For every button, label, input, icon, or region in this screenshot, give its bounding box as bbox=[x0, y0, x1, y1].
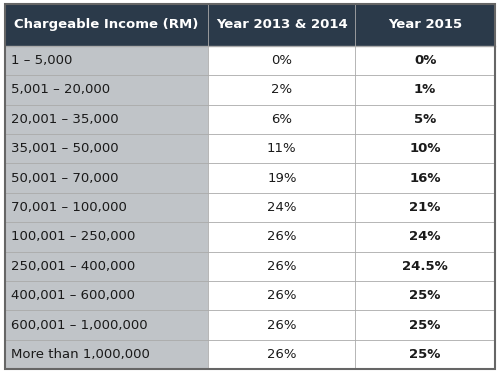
Bar bbox=[208, 222, 356, 252]
Bar bbox=[356, 281, 495, 310]
Bar bbox=[208, 104, 356, 134]
Text: 6%: 6% bbox=[272, 113, 292, 126]
Bar bbox=[5, 46, 208, 75]
Text: Chargeable Income (RM): Chargeable Income (RM) bbox=[14, 18, 199, 31]
Text: Year 2015: Year 2015 bbox=[388, 18, 462, 31]
Bar bbox=[5, 310, 208, 340]
Bar bbox=[208, 46, 356, 75]
Bar bbox=[356, 193, 495, 222]
Text: 25%: 25% bbox=[410, 348, 441, 361]
Text: 26%: 26% bbox=[267, 319, 296, 332]
Bar bbox=[356, 163, 495, 193]
Text: 11%: 11% bbox=[267, 142, 296, 155]
Bar bbox=[5, 252, 208, 281]
Bar bbox=[208, 75, 356, 104]
Bar bbox=[208, 134, 356, 163]
Text: 24.5%: 24.5% bbox=[402, 260, 448, 273]
Text: 250,001 – 400,000: 250,001 – 400,000 bbox=[11, 260, 135, 273]
Bar bbox=[5, 222, 208, 252]
Text: 70,001 – 100,000: 70,001 – 100,000 bbox=[11, 201, 127, 214]
Text: 26%: 26% bbox=[267, 260, 296, 273]
Text: 100,001 – 250,000: 100,001 – 250,000 bbox=[11, 231, 136, 244]
Text: 26%: 26% bbox=[267, 348, 296, 361]
Bar bbox=[208, 4, 356, 46]
Text: 1%: 1% bbox=[414, 84, 436, 96]
Bar bbox=[208, 163, 356, 193]
Bar bbox=[5, 75, 208, 104]
Text: Year 2013 & 2014: Year 2013 & 2014 bbox=[216, 18, 348, 31]
Text: 26%: 26% bbox=[267, 231, 296, 244]
Bar bbox=[356, 46, 495, 75]
Text: 21%: 21% bbox=[410, 201, 441, 214]
Text: 35,001 – 50,000: 35,001 – 50,000 bbox=[11, 142, 118, 155]
Text: 0%: 0% bbox=[272, 54, 292, 67]
Bar bbox=[208, 193, 356, 222]
Bar bbox=[5, 340, 208, 369]
Text: 20,001 – 35,000: 20,001 – 35,000 bbox=[11, 113, 118, 126]
Text: 25%: 25% bbox=[410, 319, 441, 332]
Text: 25%: 25% bbox=[410, 289, 441, 302]
Bar bbox=[356, 340, 495, 369]
Text: More than 1,000,000: More than 1,000,000 bbox=[11, 348, 150, 361]
Bar bbox=[208, 340, 356, 369]
Bar bbox=[356, 222, 495, 252]
Text: 10%: 10% bbox=[410, 142, 441, 155]
Text: 50,001 – 70,000: 50,001 – 70,000 bbox=[11, 172, 118, 185]
Bar bbox=[208, 252, 356, 281]
Text: 2%: 2% bbox=[272, 84, 292, 96]
Text: 5%: 5% bbox=[414, 113, 436, 126]
Text: 400,001 – 600,000: 400,001 – 600,000 bbox=[11, 289, 135, 302]
Bar bbox=[5, 281, 208, 310]
Bar bbox=[356, 252, 495, 281]
Bar bbox=[5, 163, 208, 193]
Bar bbox=[356, 75, 495, 104]
Text: 1 – 5,000: 1 – 5,000 bbox=[11, 54, 72, 67]
Bar bbox=[5, 134, 208, 163]
Bar bbox=[356, 134, 495, 163]
Bar bbox=[356, 4, 495, 46]
Text: 24%: 24% bbox=[267, 201, 296, 214]
Bar bbox=[356, 104, 495, 134]
Bar bbox=[5, 193, 208, 222]
Text: 24%: 24% bbox=[410, 231, 441, 244]
Text: 16%: 16% bbox=[410, 172, 441, 185]
Text: 19%: 19% bbox=[267, 172, 296, 185]
Bar bbox=[5, 4, 208, 46]
Text: 600,001 – 1,000,000: 600,001 – 1,000,000 bbox=[11, 319, 147, 332]
Bar bbox=[208, 281, 356, 310]
Bar bbox=[208, 310, 356, 340]
Text: 26%: 26% bbox=[267, 289, 296, 302]
Bar bbox=[356, 310, 495, 340]
Text: 5,001 – 20,000: 5,001 – 20,000 bbox=[11, 84, 110, 96]
Text: 0%: 0% bbox=[414, 54, 436, 67]
Bar bbox=[5, 104, 208, 134]
